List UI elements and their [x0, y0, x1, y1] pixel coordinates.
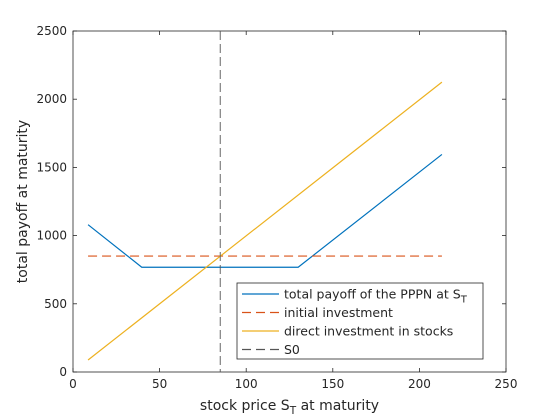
legend-box: [236, 282, 484, 360]
y-tick-label-0: 0: [59, 365, 67, 379]
legend-label-0: total payoff of the PPPN at ST: [284, 287, 468, 306]
legend-label-1: initial investment: [284, 305, 393, 320]
y-tick-label-1: 500: [44, 297, 67, 311]
x-tick-label-3: 150: [321, 377, 344, 391]
series-line-2: [87, 81, 443, 361]
x-tick-label-1: 50: [152, 377, 167, 391]
legend-label-3: S0: [284, 342, 300, 357]
y-tick-label-5: 2500: [36, 24, 67, 38]
y-tick-label-2: 1000: [36, 229, 67, 243]
x-tick-label-5: 250: [495, 377, 518, 391]
legend-label-2: direct investment in stocks: [284, 324, 453, 339]
y-axis-label: total payoff at maturity: [15, 120, 31, 283]
y-tick-label-3: 1500: [36, 160, 67, 174]
x-axis-label: stock price ST at maturity: [200, 398, 379, 417]
x-tick-label-0: 0: [69, 377, 77, 391]
series-layer: [87, 31, 443, 372]
y-tick-label-4: 2000: [36, 92, 67, 106]
x-tick-label-4: 200: [408, 377, 431, 391]
x-tick-label-2: 100: [235, 377, 258, 391]
